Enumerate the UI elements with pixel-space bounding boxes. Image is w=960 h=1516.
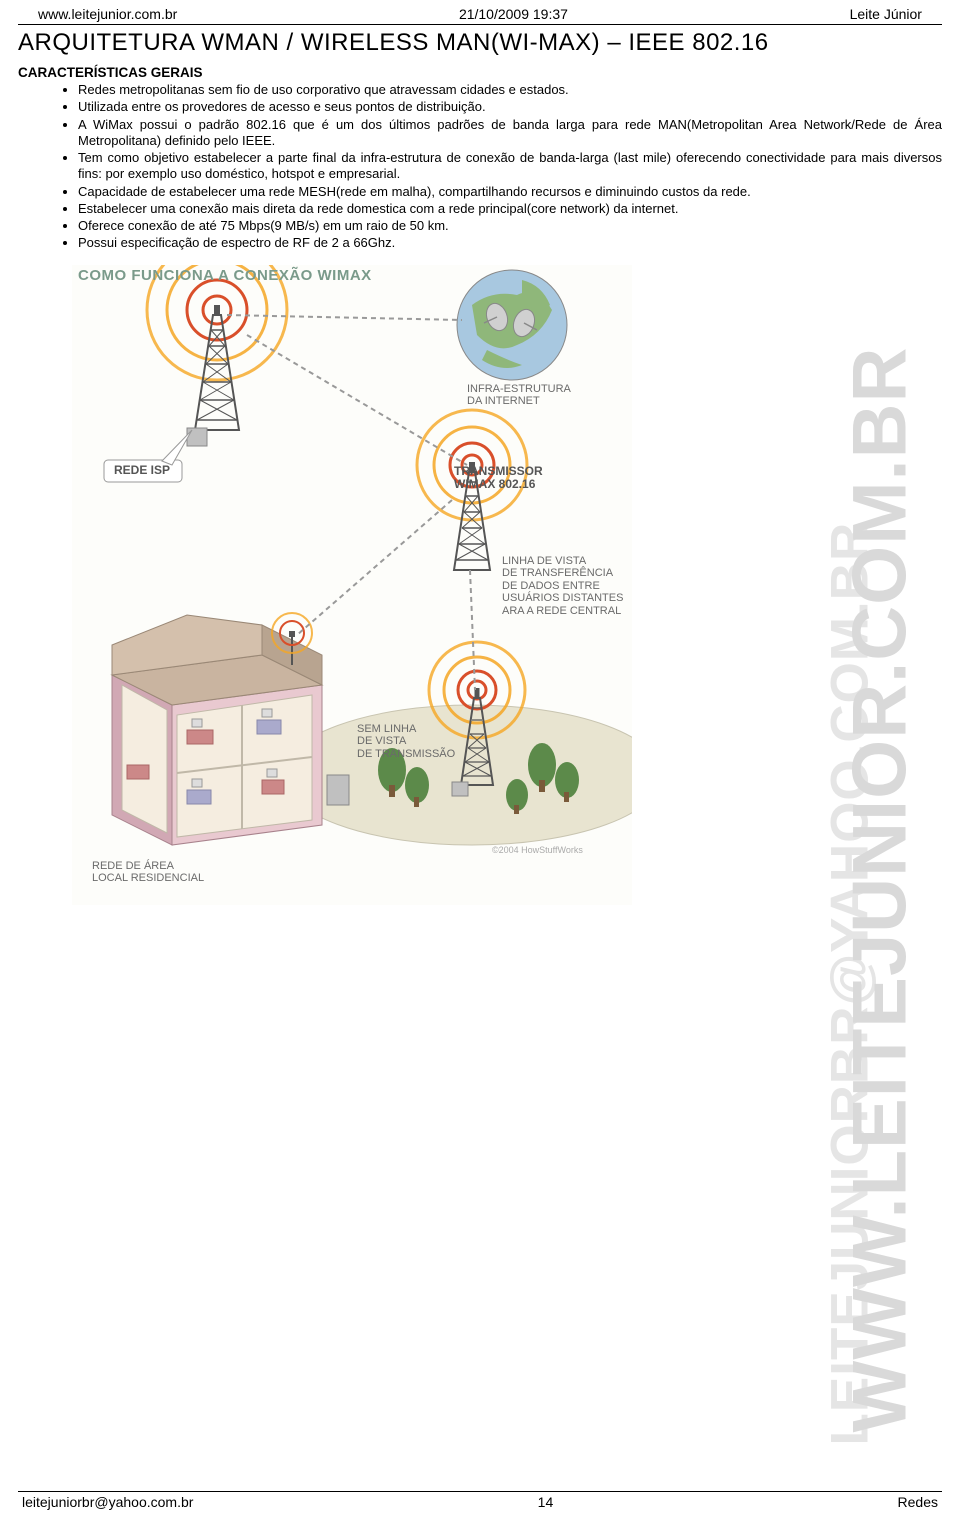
header-url: www.leitejunior.com.br xyxy=(38,6,177,22)
label-semlinha: SEM LINHA DE VISTA DE TRANSMISSÃO xyxy=(357,723,455,761)
label-linha: LINHA DE VISTA DE TRANSFERÊNCIA DE DADOS… xyxy=(502,555,623,618)
bullet-item: A WiMax possui o padrão 802.16 que é um … xyxy=(78,117,942,150)
bullet-item: Tem como objetivo estabelecer a parte fi… xyxy=(78,150,942,183)
page-title: ARQUITETURA WMAN / WIRELESS MAN(WI-MAX) … xyxy=(0,25,960,59)
diagram-title: COMO FUNCIONA A CONEXÃO WIMAX xyxy=(78,267,372,284)
bullet-list: Redes metropolitanas sem fio de uso corp… xyxy=(0,82,960,252)
header-author: Leite Júnior xyxy=(850,6,922,22)
page-header: www.leitejunior.com.br 21/10/2009 19:37 … xyxy=(18,0,942,25)
bullet-item: Redes metropolitanas sem fio de uso corp… xyxy=(78,82,942,98)
label-infra: INFRA-ESTRUTURA DA INTERNET xyxy=(467,383,571,408)
bullet-item: Oferece conexão de até 75 Mbps(9 MB/s) e… xyxy=(78,218,942,234)
bullet-item: Capacidade de estabelecer uma rede MESH(… xyxy=(78,184,942,200)
section-subtitle: CARACTERÍSTICAS GERAIS xyxy=(0,59,960,82)
bullet-item: Utilizada entre os provedores de acesso … xyxy=(78,99,942,115)
wimax-diagram: COMO FUNCIONA A CONEXÃO WIMAX INFRA-ESTR… xyxy=(72,265,632,905)
page-footer: leitejuniorbr@yahoo.com.br 14 Redes xyxy=(18,1491,942,1510)
bullet-item: Possui especificação de espectro de RF d… xyxy=(78,235,942,251)
label-credit: ©2004 HowStuffWorks xyxy=(492,845,583,855)
diagram-container: COMO FUNCIONA A CONEXÃO WIMAX INFRA-ESTR… xyxy=(0,253,960,905)
header-datetime: 21/10/2009 19:37 xyxy=(459,6,568,22)
footer-topic: Redes xyxy=(898,1494,938,1510)
label-isp: REDE ISP xyxy=(114,464,170,478)
footer-page: 14 xyxy=(538,1494,554,1510)
bullet-item: Estabelecer uma conexão mais direta da r… xyxy=(78,201,942,217)
label-tx: TRANSMISSOR WIMAX 802.16 xyxy=(454,465,543,493)
label-local: REDE DE ÁREA LOCAL RESIDENCIAL xyxy=(92,860,204,885)
footer-email: leitejuniorbr@yahoo.com.br xyxy=(22,1494,193,1510)
